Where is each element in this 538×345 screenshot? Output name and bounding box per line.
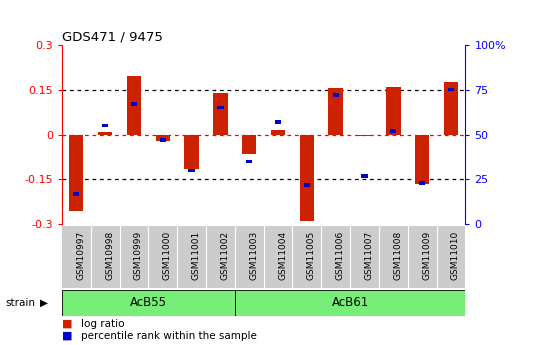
Bar	[242, 135, 257, 154]
Text: GSM11002: GSM11002	[221, 231, 229, 280]
Bar	[155, 135, 170, 140]
Text: GSM11009: GSM11009	[422, 231, 431, 280]
Text: GSM10999: GSM10999	[134, 231, 143, 280]
Text: GSM11006: GSM11006	[336, 231, 345, 280]
Bar	[303, 183, 310, 187]
Text: AcB55: AcB55	[130, 296, 167, 309]
Text: GSM11001: GSM11001	[192, 231, 201, 280]
Bar	[102, 124, 108, 127]
Text: GSM11004: GSM11004	[278, 231, 287, 280]
Text: AcB61: AcB61	[331, 296, 369, 309]
Bar	[185, 135, 199, 169]
Text: GSM11007: GSM11007	[364, 231, 373, 280]
Text: strain: strain	[5, 298, 36, 308]
Bar	[213, 93, 228, 135]
Bar	[448, 88, 454, 91]
Bar	[415, 135, 429, 184]
Bar	[188, 169, 195, 172]
Text: GSM10997: GSM10997	[76, 231, 86, 280]
Bar	[69, 135, 83, 211]
Bar	[300, 135, 314, 221]
Text: GSM10998: GSM10998	[105, 231, 114, 280]
Bar	[362, 174, 367, 178]
Text: GSM11000: GSM11000	[162, 231, 172, 280]
Text: GSM11008: GSM11008	[393, 231, 402, 280]
Bar	[386, 87, 400, 135]
Bar	[419, 181, 426, 185]
Bar	[444, 82, 458, 135]
Text: GSM11010: GSM11010	[451, 231, 460, 280]
Bar	[246, 160, 252, 163]
Text: GSM11005: GSM11005	[307, 231, 316, 280]
Bar	[127, 76, 141, 135]
Text: percentile rank within the sample: percentile rank within the sample	[81, 331, 257, 341]
Bar	[73, 192, 80, 196]
Bar	[332, 93, 339, 97]
Bar	[131, 102, 137, 106]
Bar	[62, 290, 235, 316]
Bar	[160, 138, 166, 142]
Bar	[98, 131, 112, 135]
Text: ■: ■	[62, 319, 73, 329]
Text: log ratio: log ratio	[81, 319, 124, 329]
Text: ▶: ▶	[40, 298, 48, 308]
Bar	[390, 129, 397, 133]
Bar	[275, 120, 281, 124]
Text: GDS471 / 9475: GDS471 / 9475	[62, 31, 162, 44]
Bar	[235, 290, 465, 316]
Text: GSM11003: GSM11003	[249, 231, 258, 280]
Bar	[271, 130, 285, 135]
Text: ■: ■	[62, 331, 73, 341]
Bar	[357, 135, 372, 136]
Bar	[329, 88, 343, 135]
Bar	[217, 106, 224, 109]
